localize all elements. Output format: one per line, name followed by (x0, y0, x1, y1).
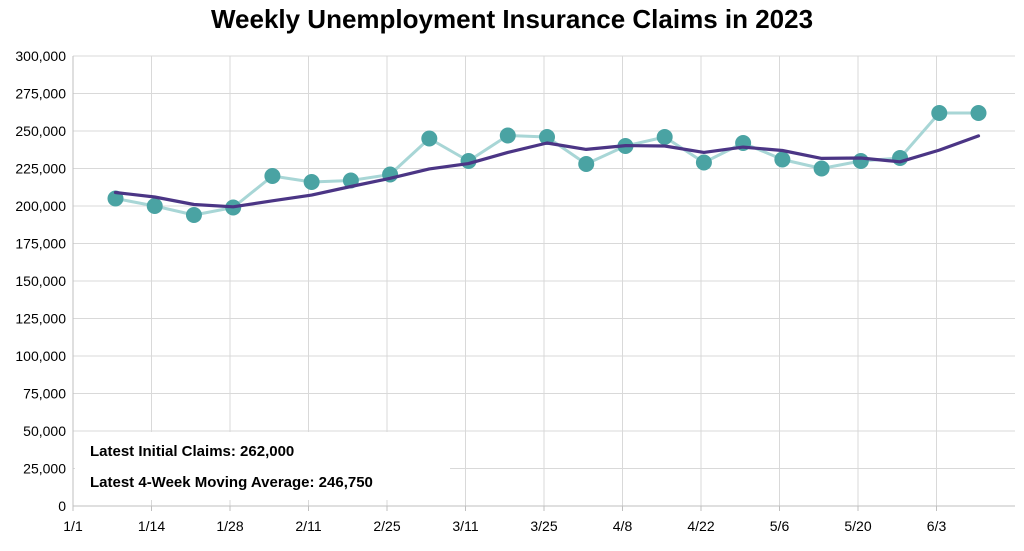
x-tick-label: 1/1 (63, 518, 83, 534)
data-point-initial-claims (264, 168, 281, 184)
y-tick-label: 250,000 (15, 123, 66, 139)
x-tick-label: 3/25 (530, 518, 557, 534)
data-point-initial-claims (578, 156, 595, 172)
data-point-initial-claims (146, 198, 163, 214)
data-point-initial-claims (421, 130, 438, 147)
data-point-initial-claims (852, 153, 869, 169)
y-tick-label: 200,000 (15, 198, 66, 214)
y-tick-label: 75,000 (23, 386, 66, 402)
y-tick-label: 125,000 (15, 311, 66, 327)
y-tick-label: 300,000 (15, 48, 66, 64)
data-point-initial-claims (499, 127, 516, 144)
series-line-initial-claims (114, 111, 980, 217)
x-tick-label: 6/3 (927, 518, 947, 534)
data-point-initial-claims (303, 174, 320, 190)
axes (72, 56, 1015, 511)
series-line-4-week-moving-average (113, 134, 981, 209)
data-point-initial-claims (695, 154, 712, 171)
y-tick-label: 100,000 (15, 348, 66, 364)
data-point-initial-claims (970, 105, 987, 121)
annotation-latest-moving-average: Latest 4-Week Moving Average: 246,750 (90, 474, 373, 491)
annotation-box (75, 432, 450, 500)
y-tick-label: 0 (58, 498, 66, 514)
y-tick-label: 50,000 (23, 423, 66, 439)
x-tick-label: 5/6 (770, 518, 790, 534)
x-tick-label: 2/11 (295, 518, 321, 534)
x-tick-label: 4/8 (613, 518, 633, 534)
x-tick-label: 3/11 (452, 518, 478, 534)
chart-title: Weekly Unemployment Insurance Claims in … (211, 4, 813, 34)
y-tick-label: 25,000 (23, 461, 66, 477)
data-point-initial-claims (774, 151, 791, 168)
data-point-initial-claims (185, 207, 202, 223)
x-tick-label: 4/22 (687, 518, 714, 534)
data-point-initial-claims (539, 129, 555, 145)
gridlines (73, 55, 1015, 506)
series-layer (107, 105, 987, 223)
data-point-initial-claims (892, 150, 909, 166)
annotation-latest-initial-claims: Latest Initial Claims: 262,000 (90, 443, 294, 460)
data-point-initial-claims (931, 105, 948, 121)
y-tick-label: 275,000 (15, 86, 66, 102)
x-tick-label: 2/25 (373, 518, 400, 534)
annotations: Latest Initial Claims: 262,000 Latest 4-… (75, 432, 450, 500)
data-point-initial-claims (656, 129, 673, 145)
y-axis-tick-labels: 0 25,000 50,000 75,000 100,000 125,000 150,000… (15, 48, 66, 514)
x-axis-tick-labels: 1/1 1/14 1/28 2/11 2/25 3/11 3/25 4/8 4/22 5/6 5/2… (63, 518, 946, 534)
x-tick-label: 1/28 (216, 518, 243, 534)
y-tick-label: 225,000 (15, 161, 66, 177)
y-tick-label: 175,000 (15, 236, 66, 252)
x-tick-label: 5/20 (844, 518, 871, 534)
data-point-initial-claims (813, 160, 830, 177)
y-tick-label: 150,000 (15, 273, 66, 289)
x-tick-label: 1/14 (138, 518, 165, 534)
